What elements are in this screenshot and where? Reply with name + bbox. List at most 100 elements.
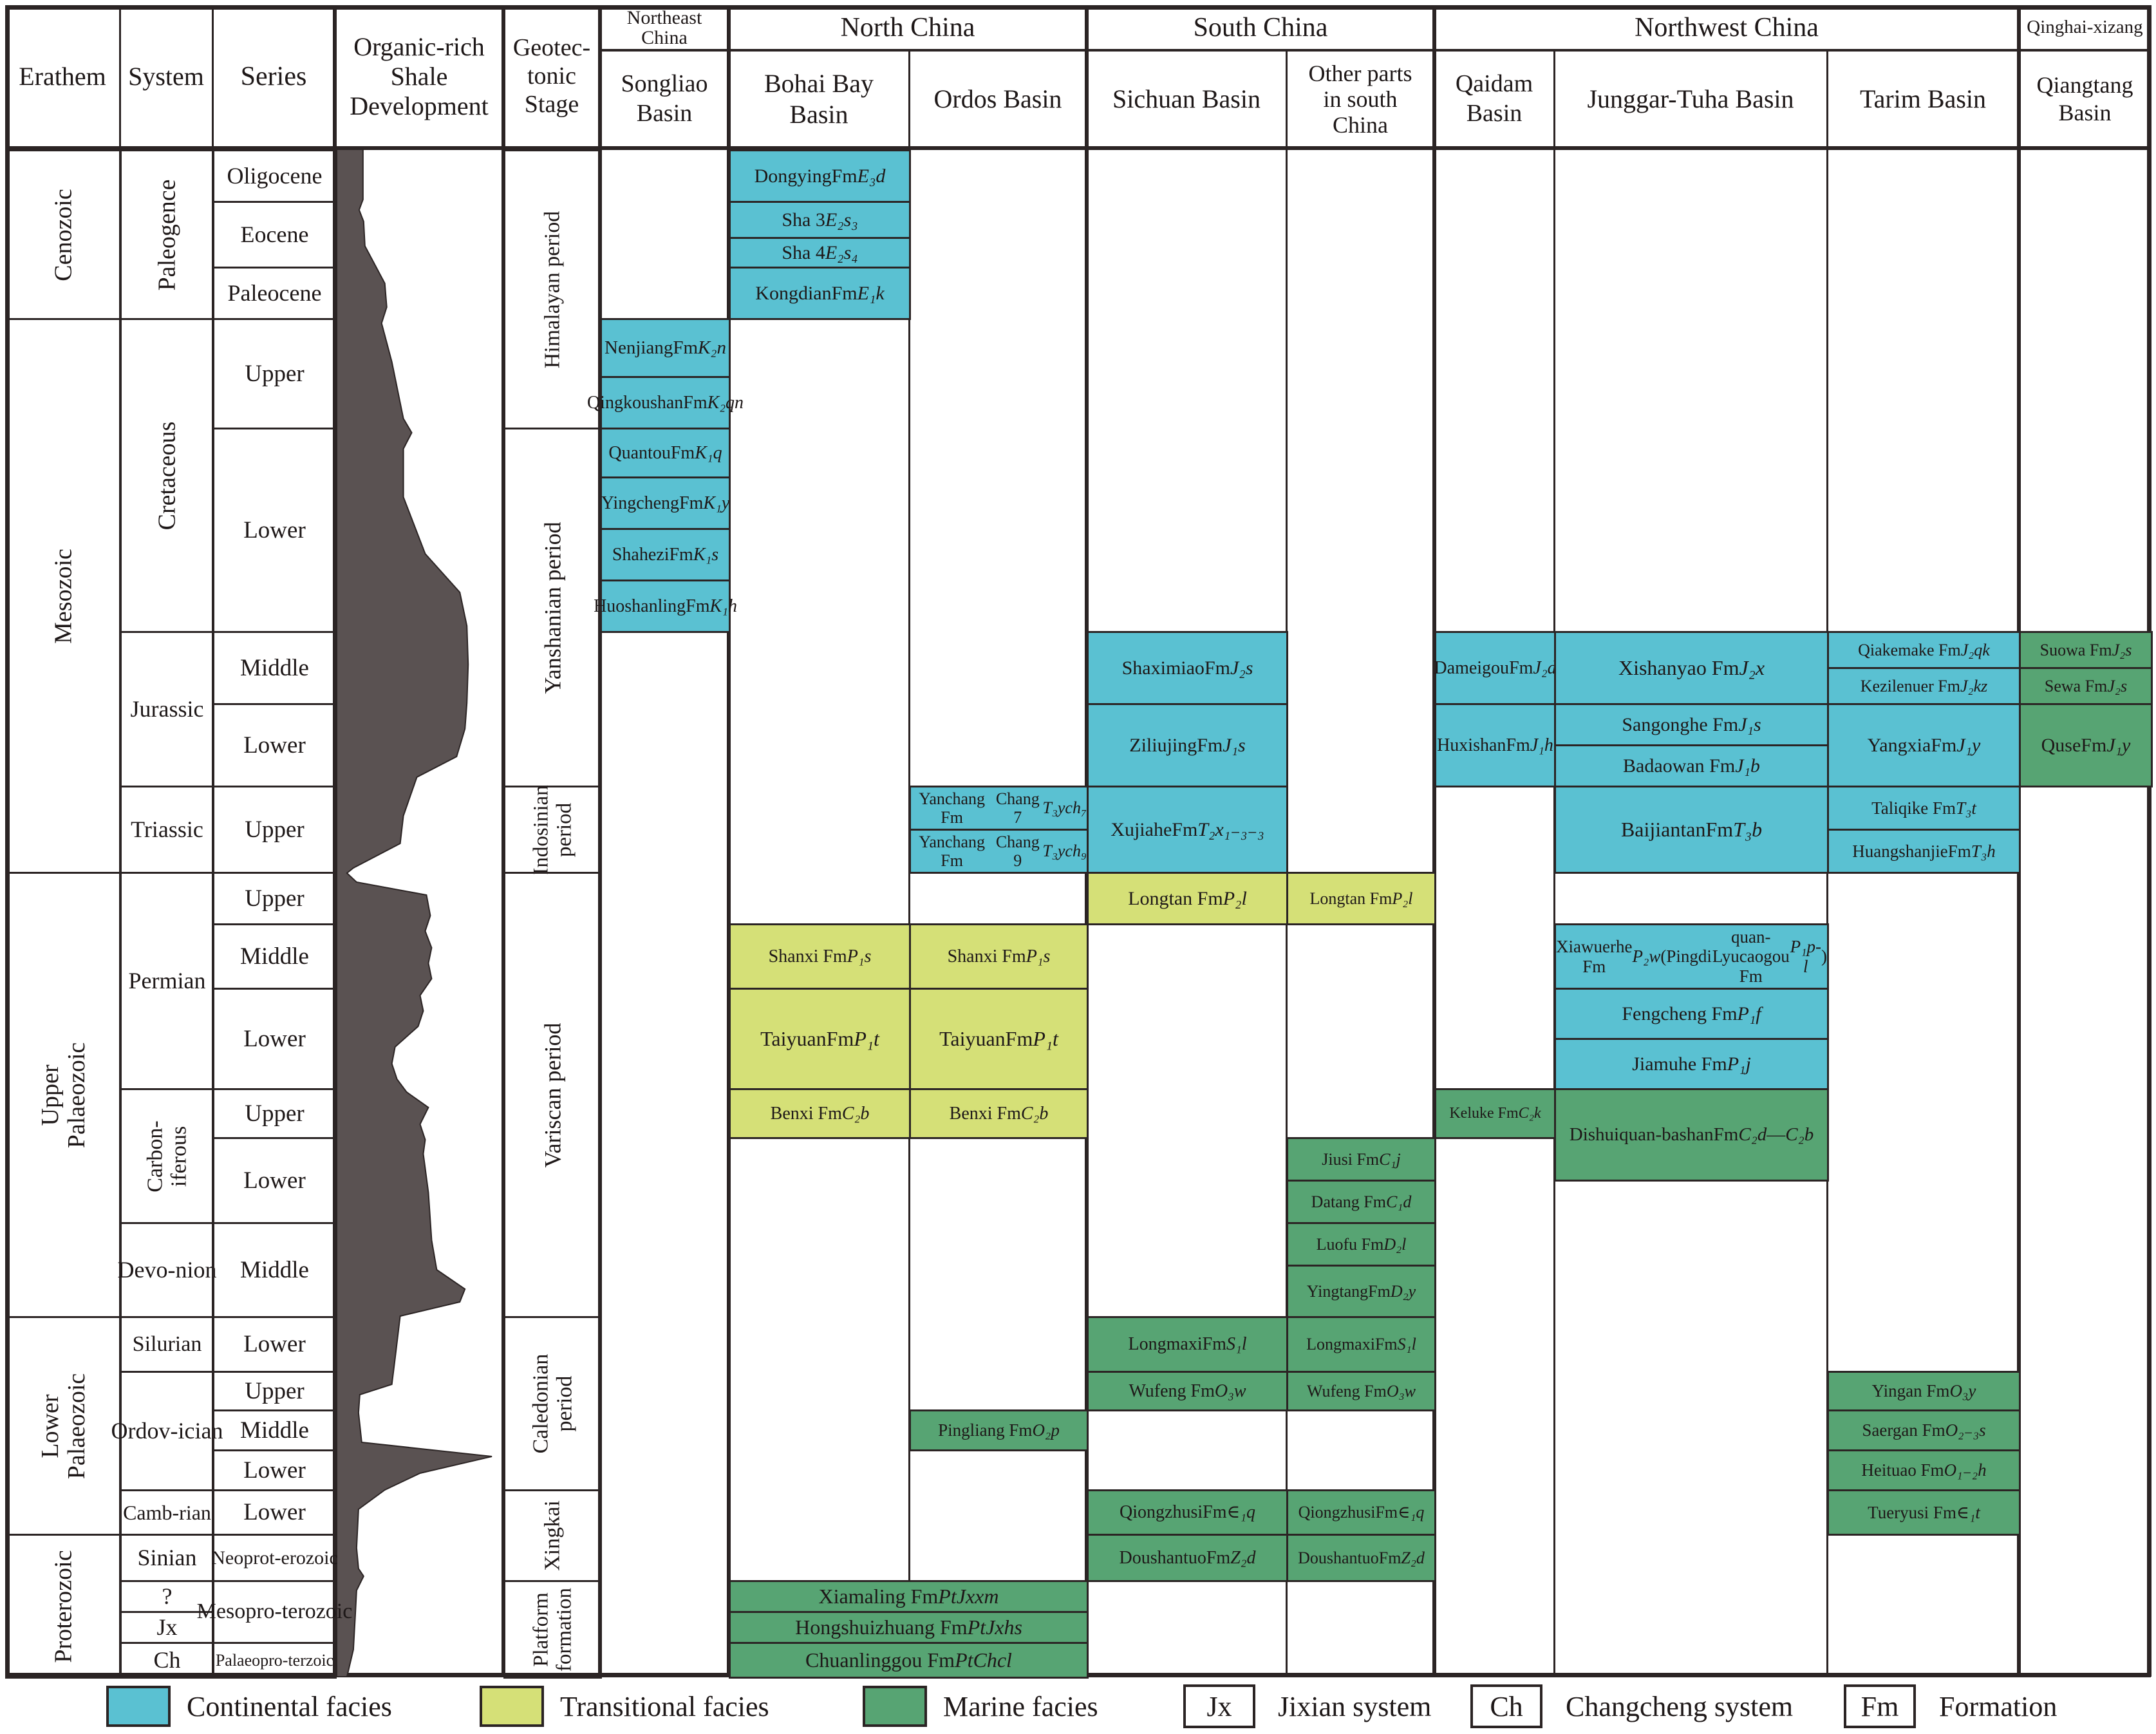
- basin-header-bohai-bay: Bohai Bay Basin: [764, 69, 874, 129]
- formation-cell: Huangshanjie Fm T₃h: [1827, 829, 2021, 874]
- formation-cell: Quse Fm J₁y: [2019, 703, 2153, 787]
- strat-label-cell: Upper: [212, 872, 337, 925]
- formation-cell: Pingliang Fm O₂p: [909, 1409, 1089, 1451]
- column-header-shale-development: Organic-rich Shale Development: [350, 32, 489, 120]
- column-header-erathem: Erathem: [19, 62, 106, 91]
- legend-code-jx: Jx: [1183, 1684, 1255, 1728]
- legend-label-formation: Formation: [1939, 1690, 2058, 1722]
- formation-cell: Jiusi Fm C₁j: [1286, 1137, 1436, 1182]
- region-header-northeast-china: Northeast China: [626, 6, 702, 48]
- grid-line: [1432, 5, 1436, 1677]
- grid-line: [5, 5, 2151, 10]
- formation-cell: Taliqike Fm T₃t: [1827, 786, 2021, 831]
- legend-code-ch: Ch: [1470, 1684, 1542, 1728]
- formation-cell: Qiakemake Fm J₂qk: [1827, 631, 2021, 669]
- strat-label-cell: Lower: [212, 703, 337, 787]
- basin-header-ordos: Ordos Basin: [933, 84, 1062, 113]
- formation-cell: Shanxi Fm P₁s: [729, 923, 911, 990]
- legend-label-changcheng-system: Changcheng system: [1566, 1690, 1794, 1722]
- strat-label-cell: Camb-rian: [120, 1489, 214, 1536]
- strat-label-cell: Indosinian period: [503, 785, 602, 874]
- strat-label-cell: Middle: [212, 1222, 337, 1318]
- basin-header-qaidam: Qaidam Basin: [1455, 70, 1533, 127]
- strat-label-cell: Lower: [212, 1449, 337, 1491]
- formation-cell: Taiyuan Fm P₁t: [909, 988, 1089, 1090]
- region-header-qinghai-xizang: Qinghai-xizang: [2027, 17, 2143, 38]
- formation-cell: Benxi Fm C₂b: [729, 1088, 911, 1139]
- formation-cell: Datang Fm C₁d: [1286, 1180, 1436, 1224]
- strat-label-cell: Permian: [120, 872, 214, 1090]
- basin-header-qiangtang: Qiangtang Basin: [2036, 71, 2133, 126]
- formation-cell: Dameigou Fm J₂d: [1434, 631, 1557, 705]
- strat-label-cell: Middle: [212, 923, 337, 990]
- formation-cell: Doushantuo Fm Z₂d: [1286, 1534, 1436, 1582]
- column-header-system: System: [128, 62, 204, 91]
- formation-cell: Longmaxi Fm S₁l: [1286, 1316, 1436, 1373]
- strat-label-cell: Upper: [212, 318, 337, 429]
- grid-line: [2147, 5, 2151, 1677]
- formation-cell: Wufeng Fm O₃w: [1087, 1371, 1288, 1411]
- formation-cell: Chuanlinggou Fm PtChcl: [729, 1642, 1089, 1679]
- formation-cell: Yingan Fm O₃y: [1827, 1371, 2021, 1411]
- formation-cell: Saergan Fm O₂₋₃s: [1827, 1409, 2021, 1451]
- formation-cell: Longtan Fm P₂l: [1286, 872, 1436, 925]
- formation-cell: Hongshuizhuang Fm PtJxhs: [729, 1611, 1089, 1644]
- strat-label-cell: Lower: [212, 1489, 337, 1536]
- legend-label-continental: Continental facies: [187, 1690, 392, 1722]
- strat-label-cell: Neoprot-erozoic: [211, 1534, 338, 1582]
- strat-label-cell: Middle: [212, 631, 337, 705]
- strat-label-cell: Mesozoic: [5, 318, 122, 874]
- strat-label-cell: Ordov-ician: [111, 1371, 223, 1491]
- strat-label-cell: Carbon-iferous: [120, 1088, 214, 1224]
- formation-cell: Doushantuo Fm Z₂d: [1087, 1534, 1288, 1582]
- formation-cell: Jiamuhe Fm P₁j: [1554, 1038, 1829, 1090]
- strat-label-cell: Palaeopro-terzoic: [212, 1642, 337, 1679]
- grid-line: [5, 146, 2151, 150]
- strat-label-cell: Devo-nion: [118, 1222, 217, 1318]
- strat-label-cell: Platform formation: [503, 1580, 602, 1679]
- formation-cell: Fengcheng Fm P₁f: [1554, 988, 1829, 1040]
- legend-code-fm: Fm: [1844, 1684, 1916, 1728]
- basin-header-songliao: Songliao Basin: [621, 70, 708, 127]
- legend-label-transitional: Transitional facies: [560, 1690, 769, 1722]
- formation-cell: Xishanyao Fm J₂x: [1554, 631, 1829, 705]
- formation-cell: Yangxia Fm J₁y: [1827, 703, 2021, 787]
- formation-cell: Xujiahe Fm T₂x₁₋₃₋₃: [1087, 786, 1288, 874]
- region-header-north-china: North China: [840, 12, 975, 42]
- strat-label-cell: Sinian: [120, 1534, 214, 1582]
- column-header-series: Series: [240, 61, 307, 91]
- formation-cell: Ziliujing Fm J₁s: [1087, 703, 1288, 787]
- strat-label-cell: Upper: [212, 786, 337, 874]
- formation-cell: Quantou Fm K₁q: [600, 428, 731, 478]
- column-header-geotectonic-stage: Geotec- tonic Stage: [512, 34, 591, 118]
- formation-cell: Qiongzhusi Fm ∈₁q: [1286, 1489, 1436, 1536]
- formation-cell: Dishuiquan-bashan Fm C₂d — C₂b: [1554, 1088, 1829, 1182]
- formation-cell: Luofu Fm D₂l: [1286, 1222, 1436, 1267]
- strat-label-cell: Proterozoic: [5, 1534, 122, 1679]
- basin-header-tarim: Tarim Basin: [1859, 84, 1987, 113]
- formation-cell: Heituao Fm O₁₋₂h: [1827, 1449, 2021, 1491]
- grid-line: [5, 5, 10, 1677]
- legend-swatch-marine: [863, 1686, 927, 1727]
- formation-cell: Dongying Fm E₃d: [729, 149, 911, 203]
- formation-cell: Nenjiang Fm K₂n: [600, 318, 731, 378]
- strat-label-cell: Oligocene: [212, 149, 337, 203]
- shale-development-silhouette: [337, 149, 492, 1677]
- formation-cell: Longmaxi Fm S₁l: [1087, 1316, 1288, 1373]
- strat-label-cell: Xingkai: [503, 1489, 602, 1582]
- strat-label-cell: Cenozoic: [5, 149, 122, 320]
- strat-label-cell: Triassic: [120, 786, 214, 874]
- formation-cell: Tueryusi Fm ∈₁t: [1827, 1489, 2021, 1536]
- formation-cell: Shahezi Fm K₁s: [600, 528, 731, 581]
- formation-cell: Shaximiao Fm J₂s: [1087, 631, 1288, 705]
- strat-label-cell: Himalayan period: [503, 149, 602, 429]
- strat-label-cell: Cretaceous: [120, 318, 214, 633]
- strat-label-cell: Eocene: [212, 201, 337, 269]
- legend-swatch-continental: [106, 1686, 171, 1727]
- formation-cell: Suowa Fm J₂s: [2019, 631, 2153, 669]
- formation-cell: Yanchang Fm Chang 9 T₃ych₉: [909, 829, 1089, 874]
- formation-cell: Baijiantan Fm T₃b: [1554, 786, 1829, 874]
- formation-cell: Wufeng Fm O₃w: [1286, 1371, 1436, 1411]
- strat-label-cell: Upper: [212, 1088, 337, 1139]
